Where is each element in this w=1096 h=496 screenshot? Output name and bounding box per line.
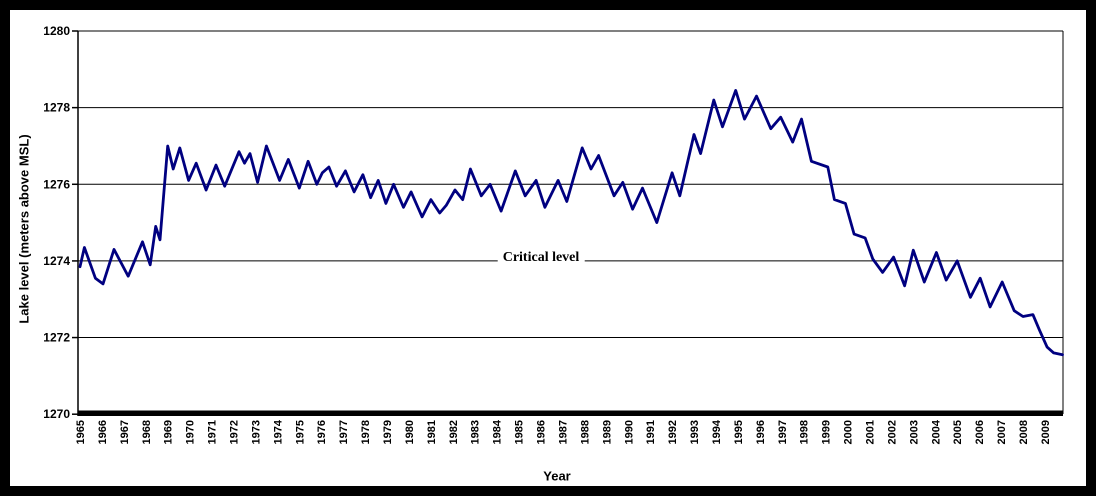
lake-level-plot: 1270 1272 1274 1276 1278 1280 1965 1966 1967 1968… — [43, 24, 1064, 444]
y-tick-label-1280: 1280 — [43, 24, 70, 38]
x-tick-label-2006: 2006 — [974, 420, 986, 444]
x-tick-label-1987: 1987 — [557, 420, 569, 444]
x-tick-label-1971: 1971 — [207, 420, 219, 444]
x-tick-label-1996: 1996 — [755, 420, 767, 444]
x-tick-label-1966: 1966 — [97, 420, 109, 444]
x-tick-label-2003: 2003 — [908, 420, 920, 444]
x-axis-title: Year — [543, 468, 571, 484]
y-tick-label-1272: 1272 — [43, 331, 70, 345]
x-tick-label-1983: 1983 — [470, 420, 482, 444]
x-tick-label-2001: 2001 — [864, 420, 876, 444]
x-tick-label-1974: 1974 — [272, 419, 284, 444]
x-tick-label-2008: 2008 — [1018, 420, 1030, 444]
x-tick-label-2002: 2002 — [886, 420, 898, 444]
x-tick-label-1972: 1972 — [229, 420, 241, 444]
lake-level-series — [78, 89, 1064, 357]
x-axis-line — [78, 410, 1063, 416]
x-tick-label-1995: 1995 — [733, 420, 745, 444]
x-tick-label-2000: 2000 — [843, 420, 855, 444]
x-tick-label-1978: 1978 — [360, 420, 372, 444]
x-tick-label-1984: 1984 — [492, 419, 504, 444]
x-tick-label-1998: 1998 — [799, 420, 811, 444]
x-tick-label-1968: 1968 — [141, 420, 153, 444]
x-tick-label-1982: 1982 — [448, 420, 460, 444]
x-tick-label-1976: 1976 — [316, 420, 328, 444]
x-tick-label-1994: 1994 — [711, 419, 723, 444]
x-tick-label-2009: 2009 — [1040, 420, 1052, 444]
y-tick-label-1270: 1270 — [43, 407, 70, 421]
x-tick-label-1993: 1993 — [689, 420, 701, 444]
x-tick-label-2005: 2005 — [952, 420, 964, 444]
x-tick-label-1973: 1973 — [250, 420, 262, 444]
x-tick-label-1969: 1969 — [163, 420, 175, 444]
x-tick-label-1979: 1979 — [382, 420, 394, 444]
x-tick-label-1967: 1967 — [119, 420, 131, 444]
y-axis-title: Lake level (meters above MSL) — [16, 134, 32, 324]
x-tick-label-1992: 1992 — [667, 420, 679, 444]
y-tick-label-1276: 1276 — [43, 177, 70, 191]
x-tick-label-1981: 1981 — [426, 420, 438, 444]
critical-level-label: Critical level — [497, 250, 585, 266]
x-tick-label-1975: 1975 — [294, 420, 306, 444]
x-tick-label-1977: 1977 — [338, 420, 350, 444]
x-tick-label-1989: 1989 — [601, 420, 613, 444]
x-tick-label-1980: 1980 — [404, 420, 416, 444]
y-tick-label-1278: 1278 — [43, 101, 70, 115]
x-tick-label-1991: 1991 — [645, 420, 657, 444]
x-tick-label-1985: 1985 — [514, 420, 526, 444]
x-tick-label-1986: 1986 — [536, 420, 548, 444]
y-tick-label-1274: 1274 — [43, 254, 70, 268]
x-tick-label-1988: 1988 — [579, 420, 591, 444]
x-tick-label-1990: 1990 — [623, 420, 635, 444]
x-tick-label-1970: 1970 — [185, 420, 197, 444]
x-tick-label-1997: 1997 — [777, 420, 789, 444]
x-tick-label-1999: 1999 — [821, 420, 833, 444]
x-tick-label-2007: 2007 — [996, 420, 1008, 444]
x-tick-label-2004: 2004 — [930, 419, 942, 444]
x-tick-label-1965: 1965 — [75, 420, 87, 444]
